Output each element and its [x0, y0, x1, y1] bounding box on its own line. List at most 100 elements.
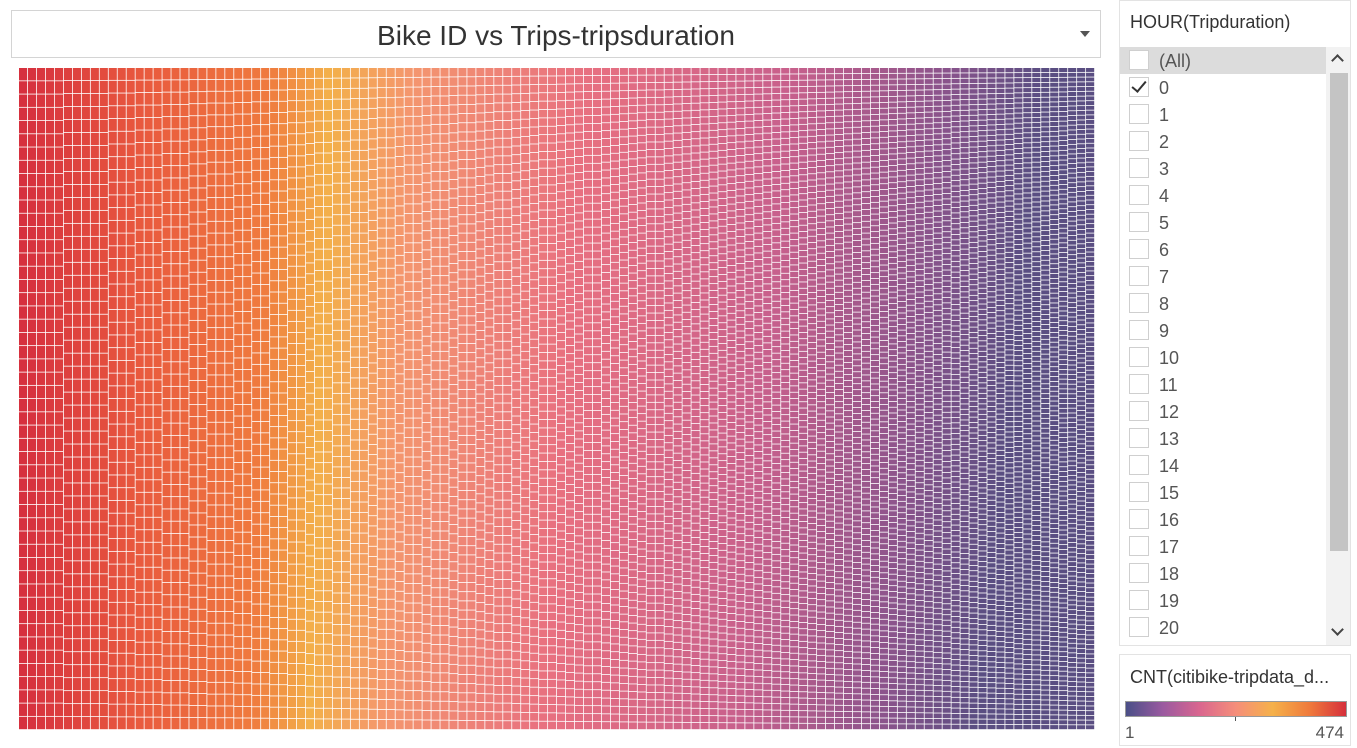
- treemap-cell[interactable]: [628, 433, 637, 441]
- treemap-cell[interactable]: [45, 134, 55, 147]
- treemap-cell[interactable]: [350, 68, 359, 78]
- treemap-cell[interactable]: [323, 612, 333, 623]
- treemap-cell[interactable]: [207, 245, 216, 257]
- treemap-cell[interactable]: [655, 239, 664, 246]
- treemap-cell[interactable]: [81, 379, 90, 392]
- treemap-cell[interactable]: [583, 642, 593, 650]
- treemap-cell[interactable]: [565, 337, 575, 346]
- treemap-cell[interactable]: [171, 264, 180, 276]
- treemap-cell[interactable]: [422, 720, 431, 730]
- treemap-cell[interactable]: [27, 584, 37, 597]
- treemap-cell[interactable]: [619, 329, 628, 337]
- treemap-cell[interactable]: [431, 427, 440, 437]
- treemap-cell[interactable]: [189, 296, 198, 308]
- treemap-cell[interactable]: [305, 512, 315, 523]
- treemap-cell[interactable]: [225, 529, 234, 541]
- treemap-cell[interactable]: [583, 187, 593, 195]
- treemap-cell[interactable]: [646, 313, 655, 321]
- treemap-cell[interactable]: [610, 558, 619, 566]
- treemap-cell[interactable]: [691, 89, 700, 96]
- treemap-cell[interactable]: [637, 474, 646, 481]
- treemap-cell[interactable]: [494, 509, 503, 518]
- treemap-cell[interactable]: [467, 215, 476, 224]
- treemap-cell[interactable]: [216, 363, 225, 375]
- treemap-cell[interactable]: [63, 379, 72, 392]
- treemap-cell[interactable]: [610, 472, 619, 480]
- treemap-cell[interactable]: [628, 463, 637, 471]
- treemap-cell[interactable]: [682, 413, 691, 420]
- treemap-cell[interactable]: [449, 235, 458, 245]
- treemap-cell[interactable]: [628, 281, 637, 288]
- treemap-cell[interactable]: [252, 399, 261, 410]
- treemap-cell[interactable]: [646, 142, 655, 150]
- treemap-cell[interactable]: [108, 208, 117, 220]
- treemap-cell[interactable]: [449, 95, 458, 105]
- treemap-cell[interactable]: [323, 559, 333, 570]
- treemap-cell[interactable]: [377, 619, 386, 629]
- treemap-cell[interactable]: [539, 629, 548, 638]
- treemap-cell[interactable]: [610, 301, 619, 309]
- treemap-cell[interactable]: [323, 548, 333, 559]
- treemap-cell[interactable]: [512, 128, 521, 137]
- treemap-cell[interactable]: [655, 112, 664, 120]
- treemap-cell[interactable]: [691, 167, 700, 174]
- treemap-cell[interactable]: [574, 318, 584, 326]
- treemap-cell[interactable]: [655, 633, 664, 640]
- treemap-cell[interactable]: [637, 414, 646, 421]
- treemap-cell[interactable]: [610, 480, 619, 488]
- treemap-cell[interactable]: [557, 208, 566, 217]
- treemap-cell[interactable]: [144, 117, 153, 130]
- treemap-cell[interactable]: [207, 103, 216, 115]
- treemap-cell[interactable]: [476, 430, 485, 440]
- treemap-cell[interactable]: [601, 580, 610, 588]
- treemap-cell[interactable]: [619, 668, 628, 676]
- treemap-cell[interactable]: [682, 161, 691, 168]
- treemap-cell[interactable]: [682, 665, 691, 672]
- treemap-cell[interactable]: [198, 477, 207, 489]
- treemap-cell[interactable]: [413, 262, 422, 272]
- treemap-cell[interactable]: [81, 613, 90, 626]
- treemap-cell[interactable]: [377, 238, 386, 248]
- treemap-cell[interactable]: [485, 76, 494, 86]
- treemap-cell[interactable]: [494, 156, 503, 165]
- treemap-cell[interactable]: [646, 715, 655, 722]
- treemap-cell[interactable]: [512, 399, 521, 407]
- treemap-cell[interactable]: [180, 104, 189, 117]
- treemap-cell[interactable]: [279, 337, 288, 348]
- treemap-cell[interactable]: [323, 356, 333, 367]
- treemap-cell[interactable]: [691, 260, 700, 267]
- treemap-cell[interactable]: [270, 314, 279, 326]
- treemap-cell[interactable]: [72, 340, 81, 353]
- treemap-cell[interactable]: [252, 513, 261, 524]
- treemap-cell[interactable]: [243, 404, 252, 416]
- treemap-cell[interactable]: [583, 243, 593, 251]
- treemap-cell[interactable]: [431, 153, 440, 162]
- treemap-cell[interactable]: [386, 258, 395, 268]
- treemap-cell[interactable]: [503, 209, 512, 218]
- treemap-cell[interactable]: [601, 209, 610, 217]
- treemap-cell[interactable]: [548, 202, 557, 210]
- treemap-cell[interactable]: [288, 365, 297, 377]
- treemap-cell[interactable]: [234, 346, 243, 358]
- treemap-cell[interactable]: [395, 186, 404, 196]
- treemap-cell[interactable]: [117, 68, 126, 80]
- treemap-cell[interactable]: [234, 590, 243, 602]
- treemap-cell[interactable]: [548, 470, 557, 478]
- treemap-cell[interactable]: [539, 495, 548, 503]
- treemap-cell[interactable]: [126, 195, 135, 208]
- treemap-cell[interactable]: [162, 374, 171, 386]
- treemap-cell[interactable]: [404, 291, 413, 301]
- treemap-cell[interactable]: [637, 210, 646, 218]
- treemap-cell[interactable]: [225, 174, 234, 186]
- treemap-cell[interactable]: [350, 626, 359, 637]
- treemap-cell[interactable]: [117, 449, 126, 462]
- treemap-cell[interactable]: [323, 484, 333, 495]
- treemap-cell[interactable]: [54, 504, 64, 518]
- treemap-cell[interactable]: [117, 513, 126, 526]
- treemap-cell[interactable]: [655, 707, 664, 715]
- treemap-cell[interactable]: [350, 99, 359, 109]
- treemap-cell[interactable]: [691, 124, 700, 132]
- treemap-cell[interactable]: [332, 414, 341, 425]
- treemap-cell[interactable]: [359, 150, 368, 161]
- treemap-cell[interactable]: [288, 674, 297, 686]
